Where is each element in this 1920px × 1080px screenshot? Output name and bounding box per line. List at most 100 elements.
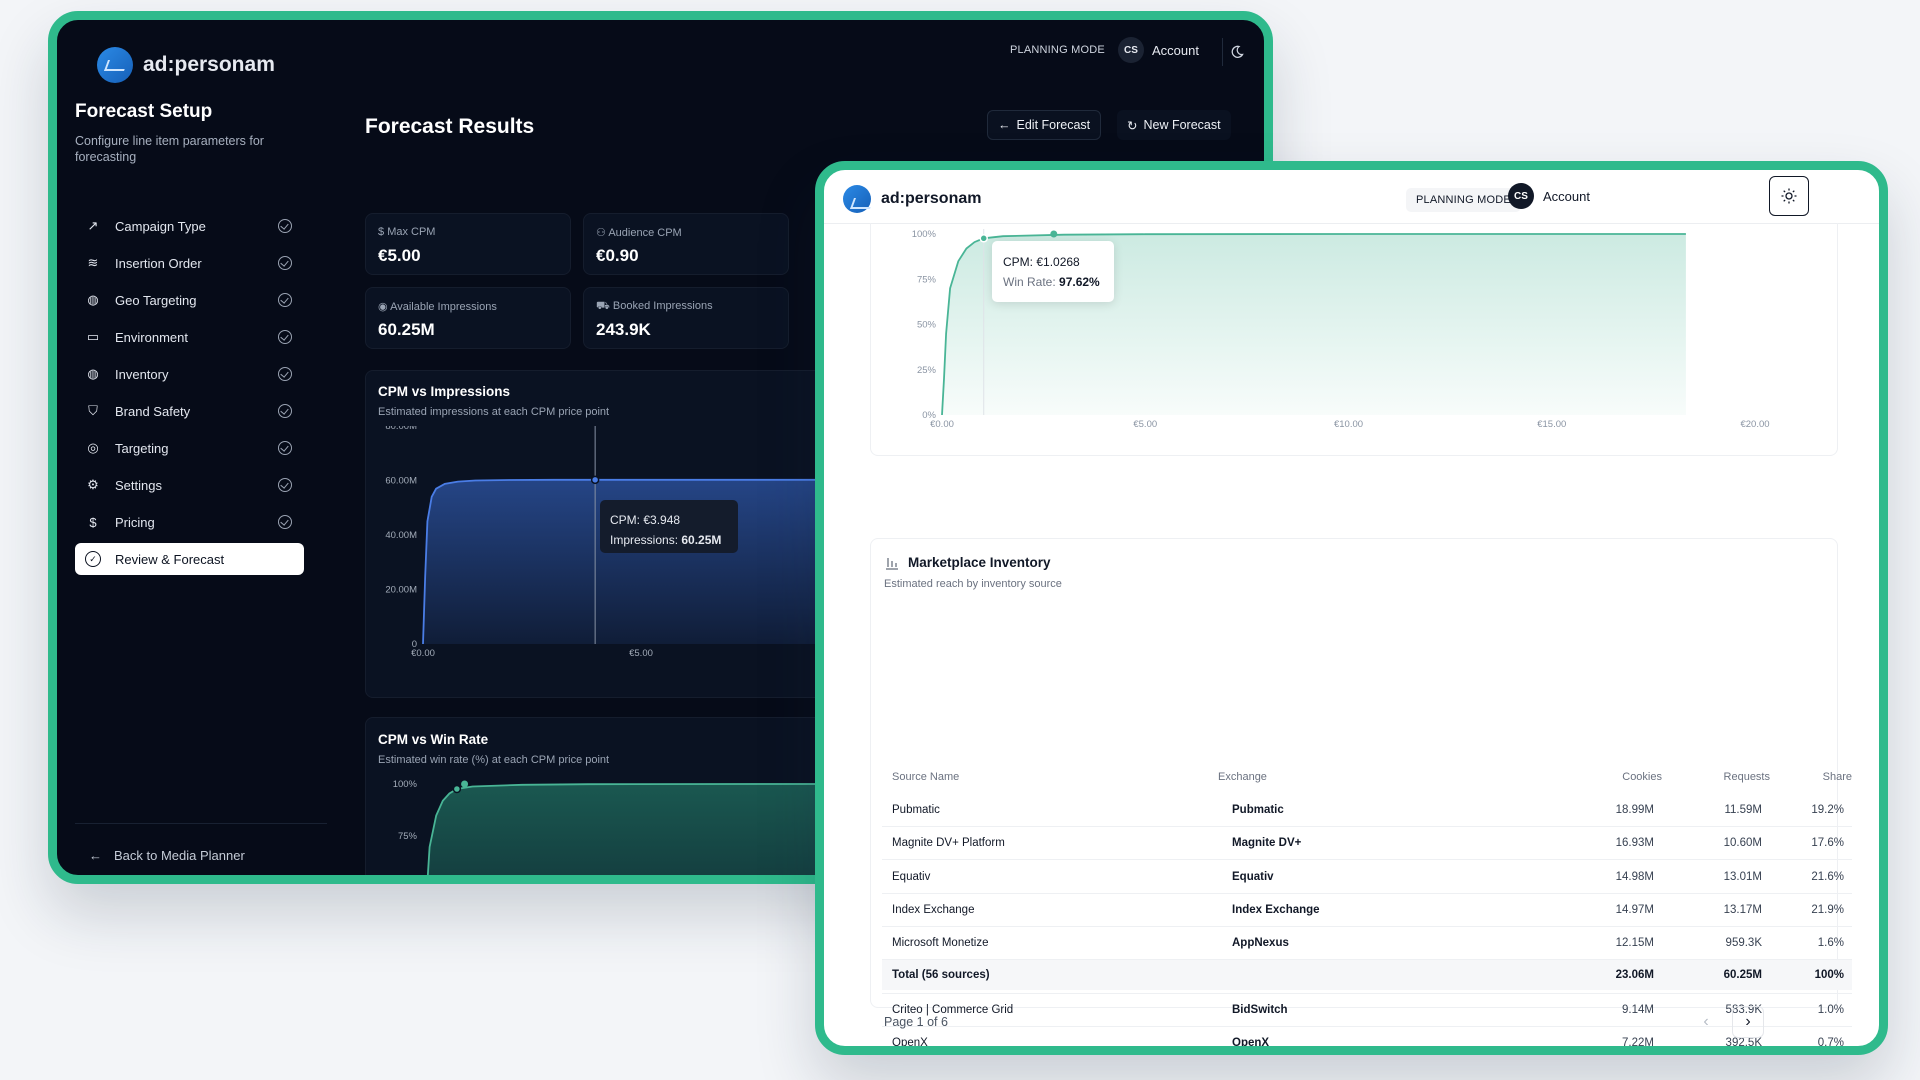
x-tick-label: €10.00 xyxy=(1334,419,1363,430)
table-total-row: Total (56 sources) 23.06M 60.25M 100% xyxy=(882,960,1852,990)
sidebar-item-inventory[interactable]: ◍ Inventory xyxy=(75,358,304,390)
globe-icon: ◍ xyxy=(87,366,99,381)
table-row[interactable]: Microsoft Monetize AppNexus 12.15M 959.3K 1.… xyxy=(882,927,1852,961)
column-header-exchange[interactable]: Exchange xyxy=(1218,771,1267,783)
sidebar-item-label: Targeting xyxy=(115,440,169,456)
back-link-label: Back to Media Planner xyxy=(114,848,245,863)
y-tick-label: 75% xyxy=(398,831,418,842)
cell-source: Pubmatic xyxy=(892,804,940,816)
y-tick-label: 40.00M xyxy=(385,530,417,541)
marketplace-inventory-card xyxy=(870,538,1838,1008)
tooltip-winrate: 97.62% xyxy=(1059,275,1100,289)
sidebar-item-label: Brand Safety xyxy=(115,403,191,419)
account-label: Account xyxy=(1152,42,1199,58)
sidebar-item-brand-safety[interactable]: ⛉ Brand Safety xyxy=(75,395,304,427)
chevron-left-icon: ‹ xyxy=(1703,1013,1709,1030)
back-to-media-planner-link[interactable]: ← Back to Media Planner xyxy=(89,848,245,863)
sidebar-item-geo-targeting[interactable]: ◍ Geo Targeting xyxy=(75,284,304,316)
page-title: Forecast Results xyxy=(365,115,535,138)
theme-toggle[interactable] xyxy=(1222,38,1250,66)
theme-toggle[interactable] xyxy=(1769,176,1809,216)
sidebar-item-pricing[interactable]: $ Pricing xyxy=(75,506,304,538)
header-divider xyxy=(824,223,1879,224)
check-circle-icon xyxy=(278,330,292,344)
sidebar-item-targeting[interactable]: ◎ Targeting xyxy=(75,432,304,464)
metric-label: $ Max CPM xyxy=(378,226,436,238)
metric-card-available-impressions: ◉ Available Impressions 60.25M xyxy=(365,287,571,349)
new-forecast-label: New Forecast xyxy=(1143,118,1221,132)
planning-mode-badge: PLANNING MODE xyxy=(1010,44,1105,56)
cell-exchange: Equativ xyxy=(1232,870,1274,883)
pagination-label: Page 1 of 6 xyxy=(884,1015,948,1029)
cell-cookies: 9.14M xyxy=(1622,1003,1654,1016)
column-header-requests[interactable]: Requests xyxy=(1723,771,1770,783)
sidebar-item-review-forecast[interactable]: ✓ Review & Forecast xyxy=(75,543,304,575)
chart-tooltip: CPM: €3.948 Impressions: 60.25M xyxy=(600,500,738,553)
edit-forecast-label: Edit Forecast xyxy=(1016,118,1091,132)
check-circle-icon xyxy=(278,367,292,381)
check-circle-icon xyxy=(278,256,292,270)
hover-point xyxy=(1050,230,1058,238)
cell-share: 19.2% xyxy=(1811,804,1844,816)
account-menu[interactable]: CS Account xyxy=(1118,37,1199,63)
cell-requests: 13.17M xyxy=(1723,903,1762,916)
tooltip-cpm: €1.0268 xyxy=(1036,255,1080,269)
edit-forecast-button[interactable]: ← Edit Forecast xyxy=(987,110,1102,140)
shield-icon: ⛉ xyxy=(88,403,98,418)
column-header-cookies[interactable]: Cookies xyxy=(1622,771,1662,783)
cpm-winrate-chart[interactable]: 0% 25% 50% 75% 100% €0.00 €5.00 €10.00 €15.00 €20… xyxy=(871,223,1839,456)
y-tick-label: 80.00M xyxy=(385,426,417,432)
next-page-button[interactable]: › xyxy=(1732,1006,1764,1038)
brand-logo[interactable]: ad:personam xyxy=(97,47,275,83)
cell-exchange: Magnite DV+ xyxy=(1232,837,1302,850)
sidebar-item-settings[interactable]: ⚙ Settings xyxy=(75,469,304,501)
y-tick-label: 100% xyxy=(393,779,418,790)
sidebar-item-label: Campaign Type xyxy=(115,218,206,234)
sidebar-item-insertion-order[interactable]: ≋ Insertion Order xyxy=(75,247,304,279)
sidebar-item-environment[interactable]: ▭ Environment xyxy=(75,321,304,353)
cell-cookies: 16.93M xyxy=(1615,837,1654,850)
column-header-share[interactable]: Share xyxy=(1822,771,1852,783)
table-row[interactable]: Pubmatic Pubmatic 18.99M 11.59M 19.2% xyxy=(882,794,1852,827)
target-icon: ◎ xyxy=(87,440,99,455)
table-row[interactable]: Magnite DV+ Platform Magnite DV+ 16.93M 10.… xyxy=(882,827,1852,861)
y-tick-label: 100% xyxy=(912,229,937,240)
new-forecast-button[interactable]: ↻ New Forecast xyxy=(1117,110,1231,140)
metric-label: ⚇ Audience CPM xyxy=(596,227,682,239)
cell-share: 1.6% xyxy=(1817,937,1844,950)
x-tick-label: €5.00 xyxy=(629,648,653,659)
highlight-point xyxy=(452,784,462,794)
sidebar-item-label: Environment xyxy=(115,329,188,345)
account-menu[interactable]: CS Account xyxy=(1508,183,1590,209)
hover-point xyxy=(461,780,469,788)
cell-requests: 10.60M xyxy=(1723,837,1762,850)
dollar-icon: $ xyxy=(89,514,97,530)
y-tick-label: 0% xyxy=(922,410,936,421)
cpm-impressions-chart[interactable]: 0 20.00M 40.00M 60.00M 80.00M €0.00 €5.00 xyxy=(366,426,866,676)
cell-share: 21.6% xyxy=(1811,870,1844,883)
series-area xyxy=(942,234,1686,415)
column-header-source[interactable]: Source Name xyxy=(892,771,960,783)
chart-title: CPM vs Win Rate xyxy=(378,732,489,747)
brand-name: ad:personam xyxy=(143,53,275,76)
table-row[interactable]: Index Exchange Index Exchange 14.97M 13.17M… xyxy=(882,894,1852,927)
eye-icon: ◉ xyxy=(378,301,388,313)
prev-page-button[interactable]: ‹ xyxy=(1692,1008,1720,1036)
table-row[interactable]: OpenX OpenX 7.22M 392.5K 0.7% xyxy=(882,1027,1852,1050)
users-icon: ⚇ xyxy=(596,227,606,239)
cell-cookies: 7.22M xyxy=(1622,1037,1654,1050)
series-area xyxy=(427,784,866,875)
chart-tooltip: CPM: €1.0268 Win Rate: 97.62% xyxy=(992,241,1114,302)
cell-requests: 959.3K xyxy=(1725,937,1762,950)
table-row[interactable]: Equativ Equativ 14.98M 13.01M 21.6% xyxy=(882,861,1852,894)
inventory-title: Marketplace Inventory xyxy=(908,555,1051,570)
cell-cookies: 14.98M xyxy=(1615,870,1654,883)
cell-share: 17.6% xyxy=(1811,837,1844,850)
metric-label: ◉ Available Impressions xyxy=(378,301,497,313)
brand-logo[interactable]: ad:personam xyxy=(843,185,981,213)
sidebar-item-campaign-type[interactable]: ↗ Campaign Type xyxy=(75,210,304,242)
cpm-winrate-chart-dark[interactable]: 100% 75% xyxy=(366,773,866,884)
tooltip-impressions: 60.25M xyxy=(681,533,722,547)
metric-card-audience-cpm: ⚇ Audience CPM €0.90 xyxy=(583,213,789,275)
y-tick-label: 75% xyxy=(917,274,937,285)
